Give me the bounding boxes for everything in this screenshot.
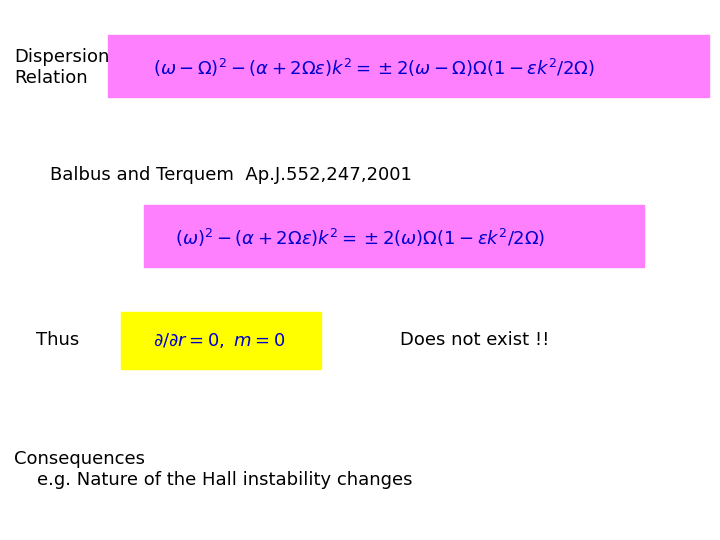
Text: $(\omega - \Omega)^2 - (\alpha + 2\Omega\varepsilon)k^2 = \pm 2(\omega - \Omega): $(\omega - \Omega)^2 - (\alpha + 2\Omega…: [153, 57, 595, 78]
FancyBboxPatch shape: [121, 312, 321, 369]
Text: $\partial / \partial r = 0,\ m = 0$: $\partial / \partial r = 0,\ m = 0$: [153, 330, 286, 350]
Text: Does not exist !!: Does not exist !!: [400, 331, 549, 349]
FancyBboxPatch shape: [108, 35, 709, 97]
Text: Thus: Thus: [36, 331, 79, 349]
FancyBboxPatch shape: [144, 205, 644, 267]
Text: Dispersion
Relation: Dispersion Relation: [14, 48, 109, 87]
Text: Balbus and Terquem  Ap.J.552,247,2001: Balbus and Terquem Ap.J.552,247,2001: [50, 166, 413, 185]
Text: Consequences
    e.g. Nature of the Hall instability changes: Consequences e.g. Nature of the Hall ins…: [14, 450, 413, 489]
Text: $(\omega)^2 - (\alpha + 2\Omega\varepsilon)k^2 = \pm 2(\omega)\Omega(1 - \vareps: $(\omega)^2 - (\alpha + 2\Omega\varepsil…: [175, 227, 545, 248]
